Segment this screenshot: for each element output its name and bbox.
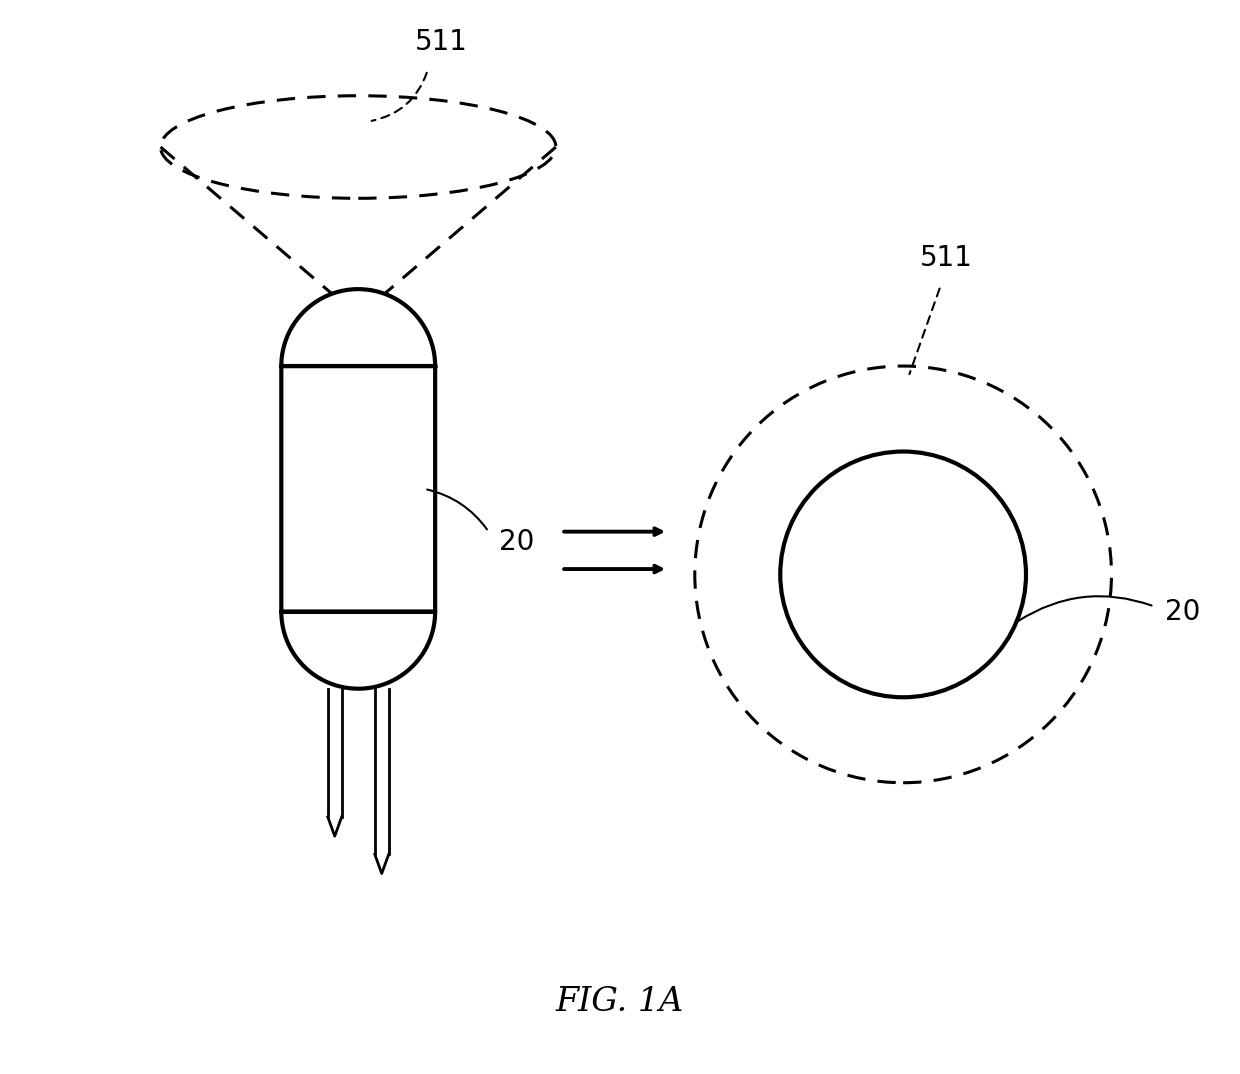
Text: 511: 511 <box>919 244 972 272</box>
Text: 511: 511 <box>415 28 467 56</box>
Text: 20: 20 <box>1164 598 1200 626</box>
Circle shape <box>780 451 1025 697</box>
Polygon shape <box>281 289 435 688</box>
Text: 20: 20 <box>500 528 534 556</box>
Text: FIG. 1A: FIG. 1A <box>556 986 684 1018</box>
Polygon shape <box>327 688 342 817</box>
Circle shape <box>694 366 1111 783</box>
Polygon shape <box>374 688 388 854</box>
